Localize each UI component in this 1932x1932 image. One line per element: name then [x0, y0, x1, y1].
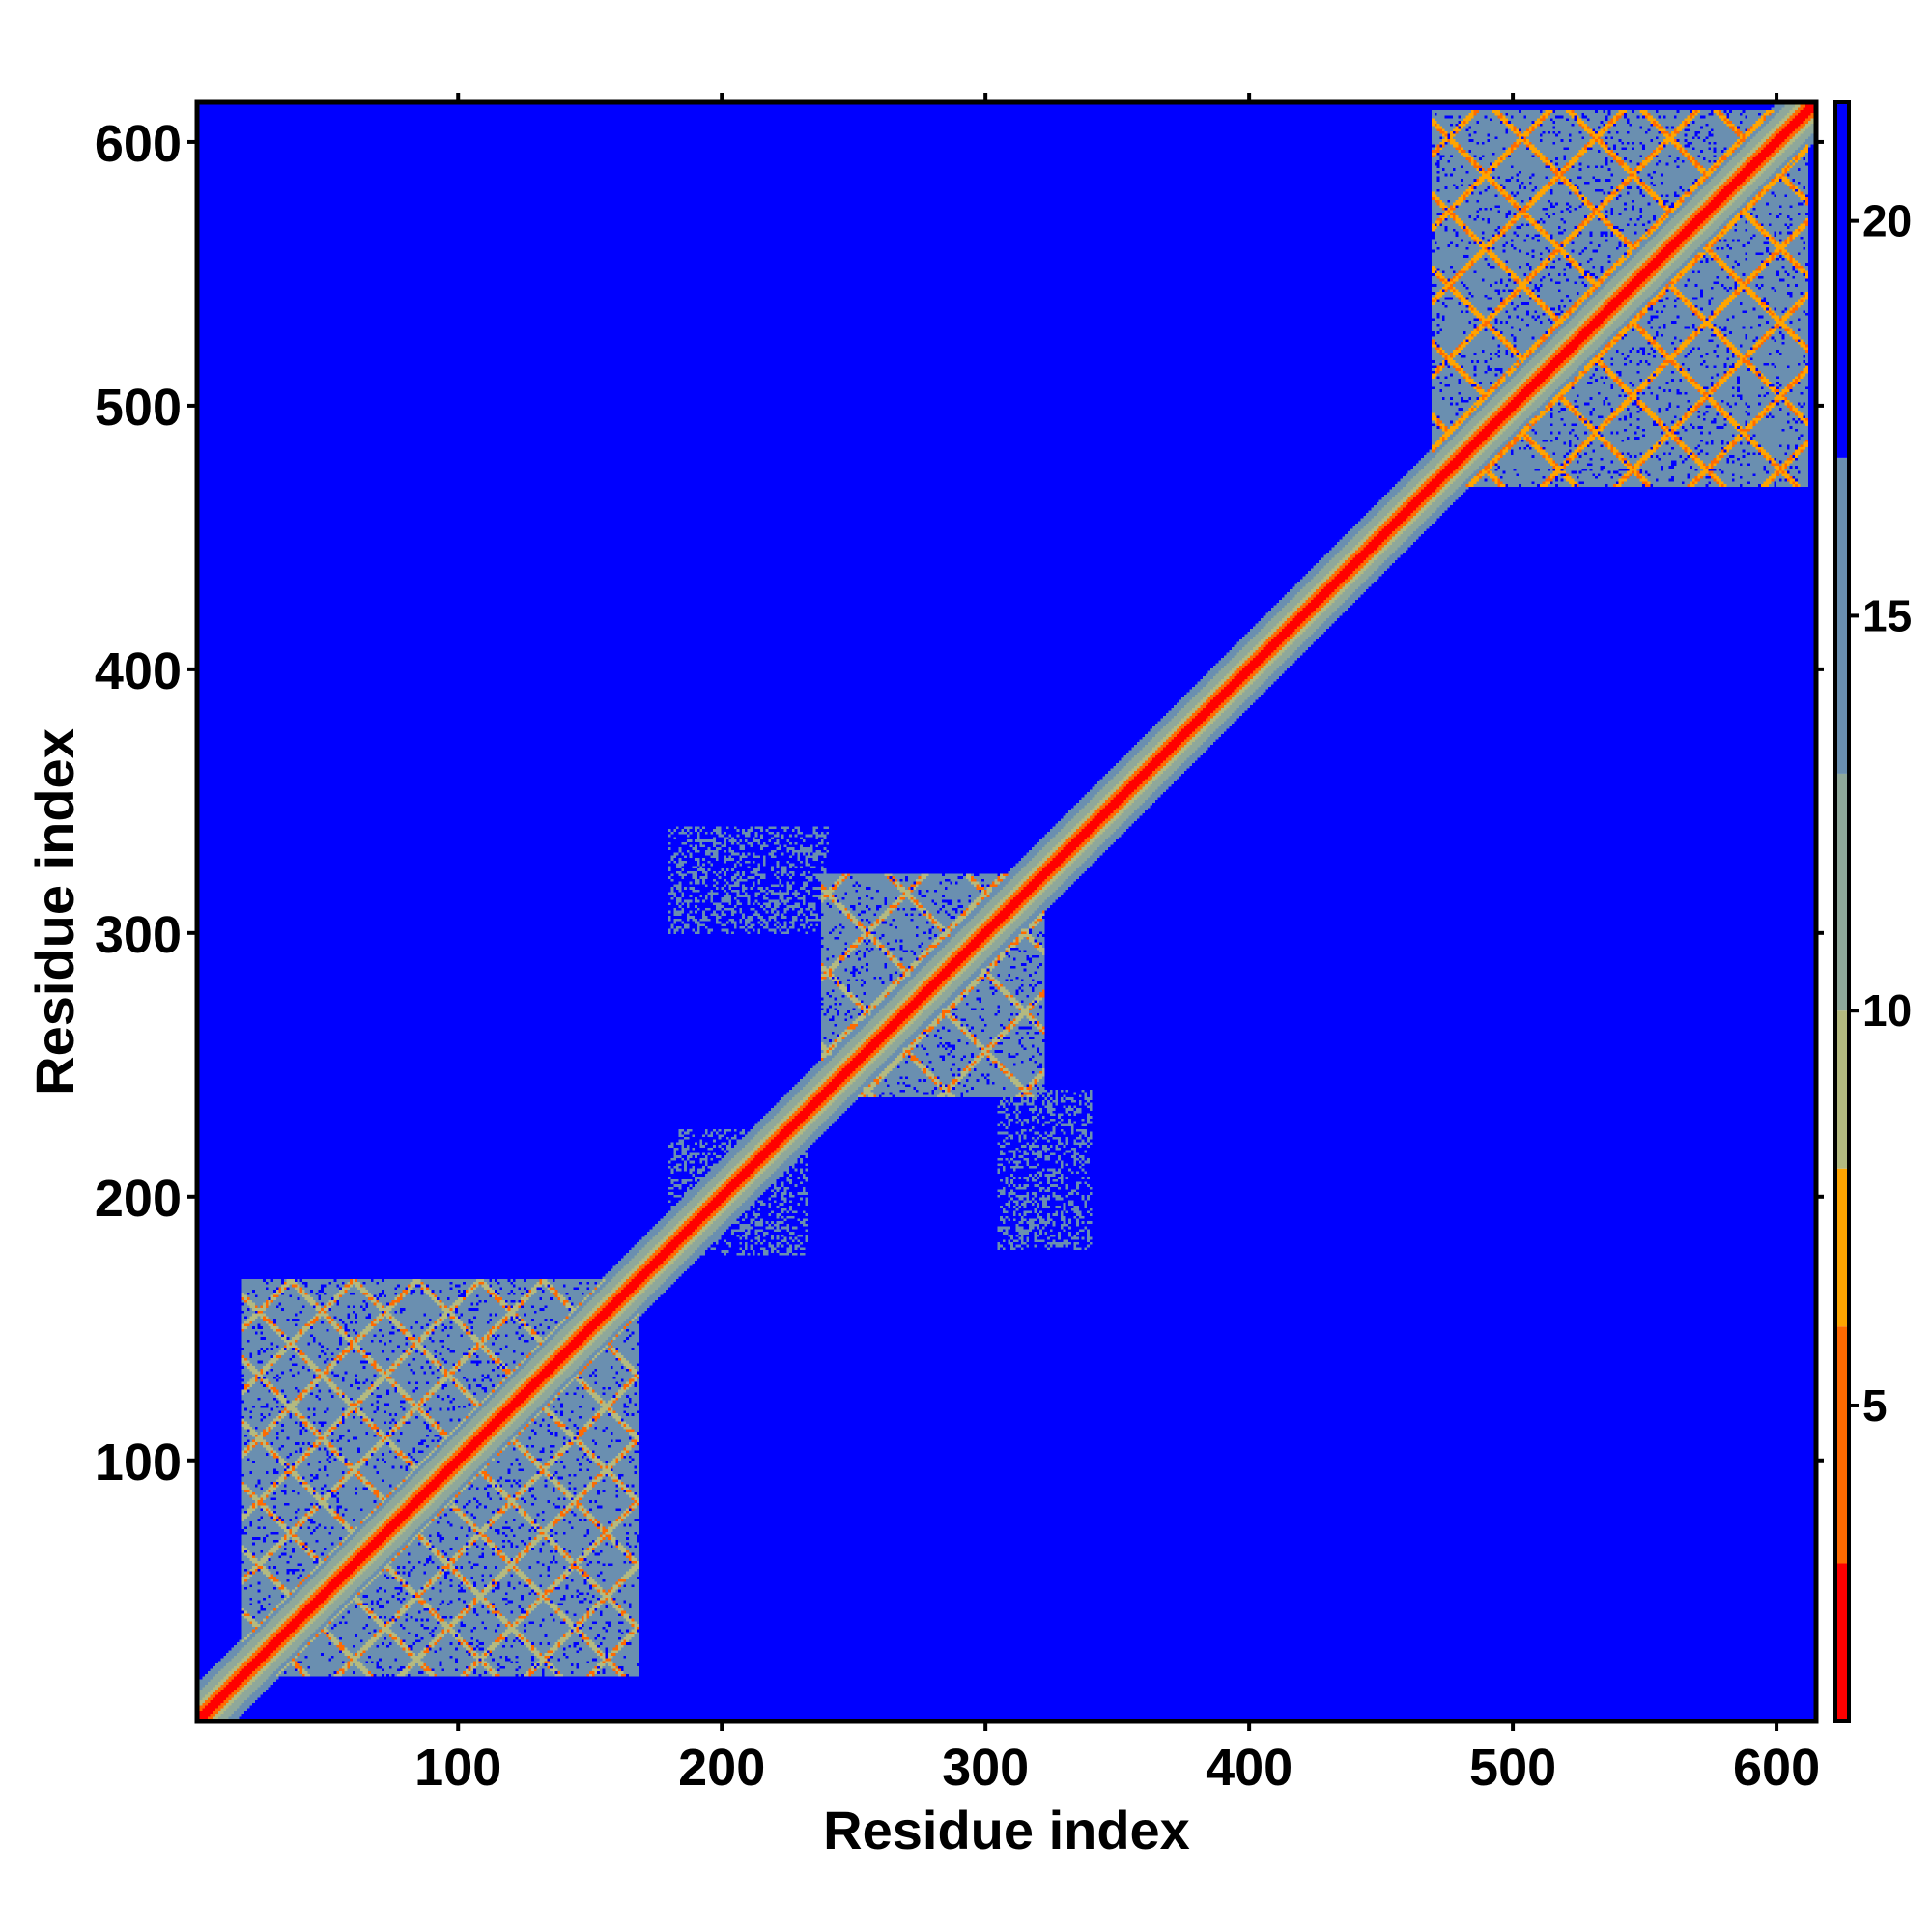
x-tick-label: 600	[1733, 1739, 1820, 1797]
heatmap-image	[197, 102, 1816, 1721]
x-tick-label: 500	[1469, 1739, 1556, 1797]
y-axis-title: Residue index	[24, 728, 85, 1095]
y-tick-label: 200	[95, 1170, 182, 1228]
x-tick-label: 200	[678, 1739, 765, 1797]
x-axis-title: Residue index	[823, 1800, 1190, 1861]
x-axis-ticks: 100 200 300 400 500 600	[414, 93, 1820, 1797]
colorbar-tick-label: 10	[1862, 985, 1912, 1036]
y-tick-label: 100	[95, 1434, 182, 1492]
y-tick-label: 300	[95, 906, 182, 964]
y-tick-label: 500	[95, 379, 182, 437]
heatmap-cells	[197, 102, 1816, 1721]
plot-frame	[194, 99, 1819, 1724]
colorbar-tick-label: 15	[1862, 590, 1912, 640]
colorbar-tick-label: 5	[1862, 1380, 1888, 1431]
colorbar-segment	[1835, 1326, 1849, 1564]
colorbar-segment	[1835, 102, 1849, 458]
x-tick-label: 400	[1206, 1739, 1293, 1797]
y-tick-label: 400	[95, 642, 182, 700]
colorbar-segment	[1835, 1563, 1849, 1721]
colorbar-segment	[1835, 1168, 1849, 1327]
colorbar-segment	[1835, 1010, 1849, 1169]
x-tick-label: 100	[414, 1739, 501, 1797]
y-tick-label: 600	[95, 115, 182, 173]
colorbar-segment	[1835, 773, 1849, 1011]
colorbar-tick-label: 20	[1862, 196, 1912, 246]
colorbar-segment	[1835, 457, 1849, 774]
colorbar-frame	[1833, 100, 1851, 1723]
y-axis-ticks: 100 200 300 400 500 600	[95, 115, 1824, 1492]
colorbar: 5 10 15 20	[1833, 100, 1912, 1723]
x-tick-label: 300	[942, 1739, 1029, 1797]
